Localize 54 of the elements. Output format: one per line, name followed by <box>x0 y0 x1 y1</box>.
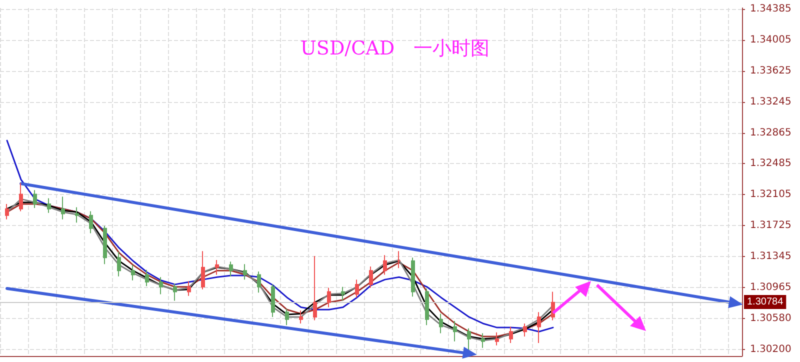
y-tick-label: 1.32485 <box>750 158 792 170</box>
candlestick <box>61 196 65 220</box>
y-tick-label: 1.32105 <box>750 189 792 200</box>
candlestick <box>257 270 261 294</box>
candlestick <box>355 279 359 298</box>
y-tick-label: 1.31725 <box>750 220 792 231</box>
candlestick <box>299 310 303 324</box>
candlestick <box>173 283 177 302</box>
candlestick <box>75 206 79 224</box>
y-tick-label: 1.31345 <box>750 250 792 262</box>
y-tick-label: 1.33245 <box>750 96 792 108</box>
candlestick <box>47 198 51 214</box>
candlestick <box>187 280 191 296</box>
y-tick-label: 1.30965 <box>750 282 792 293</box>
candlestick <box>313 255 317 321</box>
candlestick <box>369 266 373 288</box>
candlestick <box>537 312 541 344</box>
line-series <box>6 140 554 332</box>
candlestick <box>271 284 275 318</box>
candlestick <box>439 313 443 334</box>
y-tick-label: 1.34005 <box>750 34 792 46</box>
candlestick <box>103 225 107 265</box>
candlestick <box>467 328 471 352</box>
candlestick <box>89 210 93 234</box>
y-tick-label: 1.34385 <box>750 4 792 15</box>
candlestick <box>509 326 513 344</box>
candlestick <box>201 250 205 290</box>
candlestick <box>411 257 415 298</box>
candlestick <box>285 308 289 326</box>
y-tick-label: 1.30580 <box>750 313 792 324</box>
candlestick <box>159 276 163 295</box>
candlestick <box>243 264 247 280</box>
candlestick <box>397 250 401 269</box>
candlestick <box>327 287 331 308</box>
y-tick-label: 1.33625 <box>750 66 792 77</box>
candlestick <box>341 286 345 302</box>
y-tick-label: 1.30200 <box>750 344 792 355</box>
candlestick <box>425 288 429 326</box>
candlestick <box>117 251 121 277</box>
candlestick <box>453 320 457 342</box>
text: USD/CAD 一小时图 <box>300 38 490 60</box>
candlestick <box>19 182 23 212</box>
candlestick <box>33 190 37 209</box>
y-tick-label: 1.32865 <box>750 127 792 138</box>
candlestick <box>495 332 499 346</box>
candlestick <box>481 332 485 348</box>
candlestick <box>523 322 527 337</box>
candlestick <box>5 203 9 220</box>
candlestick <box>145 269 149 287</box>
ref-line-label: 1.30784 <box>747 296 784 308</box>
candlestick <box>229 261 233 277</box>
candlestick <box>383 254 387 276</box>
candlestick <box>131 264 135 281</box>
candlestick <box>215 260 219 276</box>
